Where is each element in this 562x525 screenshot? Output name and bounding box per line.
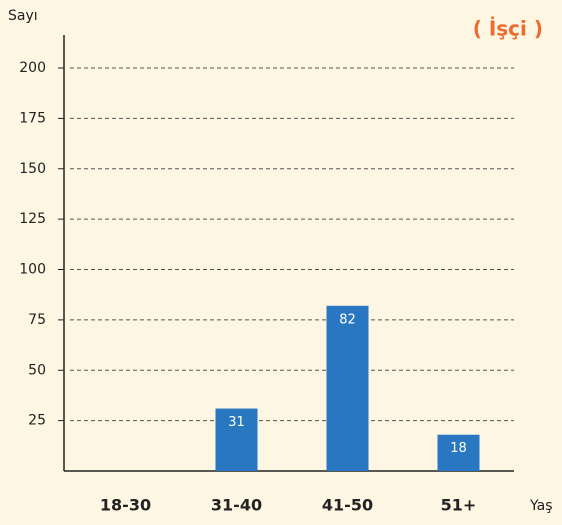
y-tick-label: 25 — [28, 413, 46, 429]
y-tick-label: 100 — [19, 262, 46, 278]
data-label: 82 — [339, 312, 356, 327]
x-axis-label: Yaş — [529, 498, 553, 514]
chart-title: ( İşçi ) — [473, 17, 543, 41]
x-tick-label: 51+ — [441, 496, 477, 515]
data-label: 31 — [228, 415, 245, 430]
data-label: 18 — [450, 441, 467, 456]
x-tick-label: 18-30 — [100, 496, 151, 515]
x-tick-label: 41-50 — [322, 496, 373, 515]
y-tick-label: 150 — [19, 161, 46, 177]
y-tick-label: 75 — [28, 312, 46, 328]
y-tick-label: 175 — [19, 110, 46, 126]
x-tick-label: 31-40 — [211, 496, 262, 515]
y-axis-label: Sayı — [8, 8, 38, 24]
y-tick-label: 125 — [19, 211, 46, 227]
bar — [437, 434, 480, 471]
bar — [326, 305, 369, 471]
y-tick-label: 50 — [28, 362, 46, 378]
bar — [215, 408, 258, 471]
y-tick-label: 200 — [19, 60, 46, 76]
